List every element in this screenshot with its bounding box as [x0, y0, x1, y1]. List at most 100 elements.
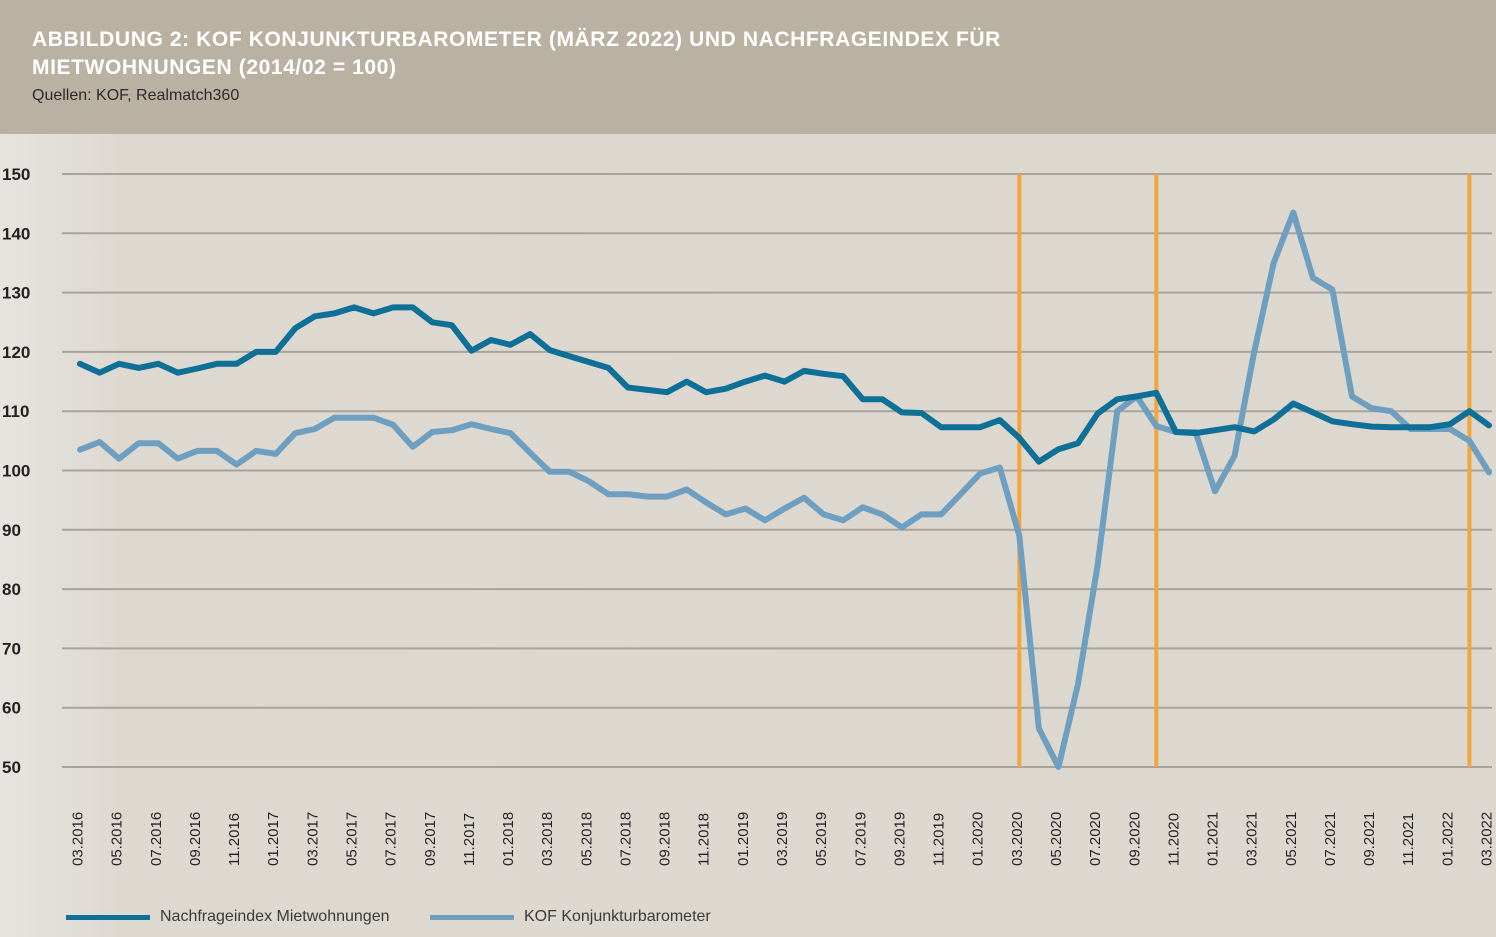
data-point-kof — [1311, 276, 1315, 280]
x-tick-label: 01.2020 — [970, 812, 987, 866]
data-point-nachfrage — [587, 360, 591, 364]
data-point-nachfrage — [822, 372, 826, 376]
event-markers — [1017, 174, 1472, 767]
x-tick-label: 11.2021 — [1400, 813, 1417, 866]
data-point-nachfrage — [1291, 401, 1295, 405]
data-point-nachfrage — [489, 338, 493, 342]
y-tick-label: 60 — [2, 699, 21, 718]
data-point-nachfrage — [235, 362, 239, 366]
data-point-nachfrage — [1037, 460, 1041, 464]
data-point-nachfrage — [254, 350, 258, 354]
data-point-kof — [1350, 394, 1354, 398]
x-tick-label: 11.2018 — [696, 813, 713, 866]
data-point-kof — [372, 416, 376, 420]
data-point-nachfrage — [1154, 391, 1158, 395]
data-point-kof — [1037, 726, 1041, 730]
data-point-nachfrage — [411, 305, 415, 309]
series-line-kof — [77, 209, 1492, 770]
data-point-kof — [939, 512, 943, 516]
data-point-nachfrage — [919, 411, 923, 415]
data-point-nachfrage — [372, 311, 376, 315]
data-point-nachfrage — [743, 380, 747, 384]
x-tick-label: 05.2017 — [343, 812, 360, 866]
data-point-nachfrage — [1487, 423, 1491, 427]
y-tick-label: 110 — [2, 402, 29, 421]
y-tick-label: 100 — [2, 462, 30, 481]
data-point-nachfrage — [900, 410, 904, 414]
chart-title-line-2: MIETWOHNUNGEN (2014/02 = 100) — [32, 56, 397, 79]
data-point-kof — [1487, 470, 1491, 474]
chart-header: ABBILDUNG 2: KOF KONJUNKTURBAROMETER (MÄ… — [0, 0, 1496, 134]
data-point-nachfrage — [1350, 422, 1354, 426]
x-tick-label: 07.2020 — [1087, 812, 1104, 866]
data-point-kof — [665, 495, 669, 499]
data-point-nachfrage — [861, 397, 865, 401]
data-point-nachfrage — [1272, 418, 1276, 422]
data-point-nachfrage — [1409, 425, 1413, 429]
y-tick-label: 120 — [2, 343, 30, 362]
data-point-nachfrage — [293, 326, 297, 330]
data-point-nachfrage — [880, 397, 884, 401]
data-point-nachfrage — [1193, 431, 1197, 435]
x-tick-label: 05.2020 — [1048, 812, 1065, 866]
data-point-nachfrage — [724, 387, 728, 391]
legend-item-nachfrage: Nachfrageindex Mietwohnungen — [66, 908, 389, 926]
data-point-nachfrage — [1115, 397, 1119, 401]
data-point-nachfrage — [274, 350, 278, 354]
data-point-kof — [743, 506, 747, 510]
data-point-kof — [1115, 409, 1119, 413]
y-tick-label: 90 — [2, 521, 21, 540]
data-point-kof — [293, 431, 297, 435]
y-tick-label: 150 — [2, 165, 30, 184]
x-tick-label: 05.2016 — [109, 812, 126, 866]
chart-title-line-1: ABBILDUNG 2: KOF KONJUNKTURBAROMETER (MÄ… — [32, 28, 1001, 51]
data-point-nachfrage — [685, 380, 689, 384]
data-point-nachfrage — [1428, 425, 1432, 429]
data-point-kof — [1291, 211, 1295, 215]
data-point-kof — [606, 492, 610, 496]
data-point-nachfrage — [78, 362, 82, 366]
data-point-kof — [235, 463, 239, 467]
legend-swatch-kof — [430, 914, 514, 920]
x-tick-label: 05.2019 — [813, 812, 830, 866]
data-point-nachfrage — [528, 332, 532, 336]
data-point-kof — [1370, 406, 1374, 410]
x-tick-label: 11.2020 — [1165, 813, 1182, 866]
data-point-kof — [176, 457, 180, 461]
x-tick-label: 07.2016 — [148, 812, 165, 866]
data-point-nachfrage — [1135, 394, 1139, 398]
x-tick-label: 01.2021 — [1205, 812, 1222, 866]
x-tick-label: 07.2021 — [1322, 812, 1339, 866]
x-tick-label: 09.2018 — [657, 812, 674, 866]
x-tick-label: 03.2022 — [1479, 812, 1496, 866]
data-point-kof — [313, 427, 317, 431]
x-tick-label: 05.2018 — [578, 812, 595, 866]
data-point-kof — [1389, 409, 1393, 413]
data-point-nachfrage — [998, 418, 1002, 422]
data-point-nachfrage — [509, 343, 513, 347]
data-point-kof — [685, 487, 689, 491]
y-tick-label: 130 — [2, 284, 30, 303]
data-point-kof — [1096, 563, 1100, 567]
data-point-nachfrage — [137, 366, 141, 370]
data-point-nachfrage — [567, 354, 571, 358]
x-tick-label: 11.2016 — [226, 813, 243, 866]
data-point-kof — [195, 449, 199, 453]
data-point-nachfrage — [1233, 425, 1237, 429]
data-point-kof — [450, 428, 454, 432]
data-point-nachfrage — [391, 305, 395, 309]
data-point-nachfrage — [1056, 447, 1060, 451]
data-point-kof — [469, 422, 473, 426]
data-point-nachfrage — [704, 390, 708, 394]
data-point-nachfrage — [156, 362, 160, 366]
data-point-kof — [587, 479, 591, 483]
data-point-kof — [1448, 427, 1452, 431]
data-point-nachfrage — [548, 348, 552, 352]
data-point-kof — [156, 441, 160, 445]
x-tick-label: 03.2021 — [1244, 812, 1261, 866]
data-point-nachfrage — [1389, 425, 1393, 429]
data-point-nachfrage — [1076, 441, 1080, 445]
data-point-kof — [1213, 489, 1217, 493]
data-point-nachfrage — [1017, 436, 1021, 440]
data-point-nachfrage — [606, 366, 610, 370]
